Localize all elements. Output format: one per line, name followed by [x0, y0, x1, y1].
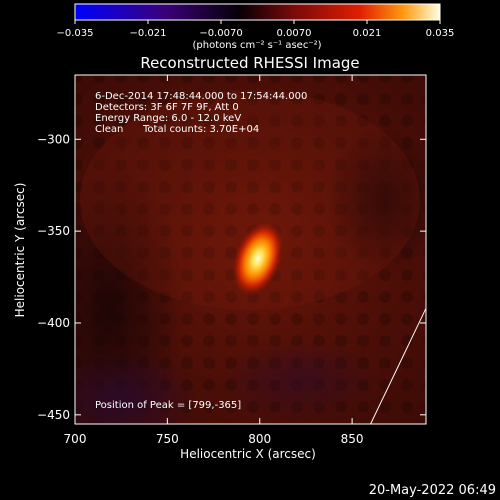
colorbar-ticks: −0.035 −0.021 −0.0070 0.0070 0.021 0.035 — [56, 20, 454, 39]
y-tick-label: −300 — [37, 132, 70, 146]
colorbar-gradient — [75, 4, 440, 20]
emission-peak — [231, 220, 285, 298]
x-tick-label: 750 — [156, 432, 179, 446]
detectors-label: Detectors: 3F 6F 7F 9F, Att 0 — [95, 102, 239, 113]
colorbar-tick-label: 0.0070 — [277, 28, 312, 39]
x-axis-label: Heliocentric X (arcsec) — [180, 447, 316, 461]
x-tick-label: 850 — [341, 432, 364, 446]
y-tick-label: −400 — [37, 316, 70, 330]
x-tick-label: 700 — [64, 432, 87, 446]
colorbar-unit-label: (photons cm⁻² s⁻¹ asec⁻²) — [192, 40, 321, 51]
y-tick-label: −450 — [37, 408, 70, 422]
image-panel — [75, 75, 426, 424]
total-counts-label: Total counts: 3.70E+04 — [142, 124, 259, 135]
colorbar-tick-label: 0.021 — [353, 28, 382, 39]
plot-frame — [74, 74, 427, 425]
colorbar: −0.035 −0.021 −0.0070 0.0070 0.021 0.035 (pho… — [56, 3, 454, 51]
energy-range-label: Energy Range: 6.0 - 12.0 keV — [95, 113, 241, 124]
solar-limb-line — [370, 308, 426, 424]
y-tick-label: −350 — [37, 224, 70, 238]
x-tick-label: 800 — [248, 432, 271, 446]
time-range-label: 6-Dec-2014 17:48:44.000 to 17:54:44.000 — [95, 91, 307, 102]
footer-date: 20-May-2022 06:49 — [369, 483, 496, 498]
y-axis-label: Heliocentric Y (arcsec) — [13, 183, 27, 318]
chart-title: Reconstructed RHESSI Image — [140, 54, 359, 72]
peak-position-label: Position of Peak = [799,-365] — [95, 400, 241, 411]
colorbar-tick-label: −0.035 — [56, 28, 93, 39]
clean-label: Clean — [95, 124, 123, 135]
x-axis-ticks: 700 750 800 850 — [64, 75, 364, 446]
y-axis-ticks: −300 −350 −400 −450 — [37, 132, 426, 422]
colorbar-tick-label: 0.035 — [426, 28, 455, 39]
colorbar-tick-label: −0.0070 — [199, 28, 242, 39]
colorbar-tick-label: −0.021 — [129, 28, 166, 39]
